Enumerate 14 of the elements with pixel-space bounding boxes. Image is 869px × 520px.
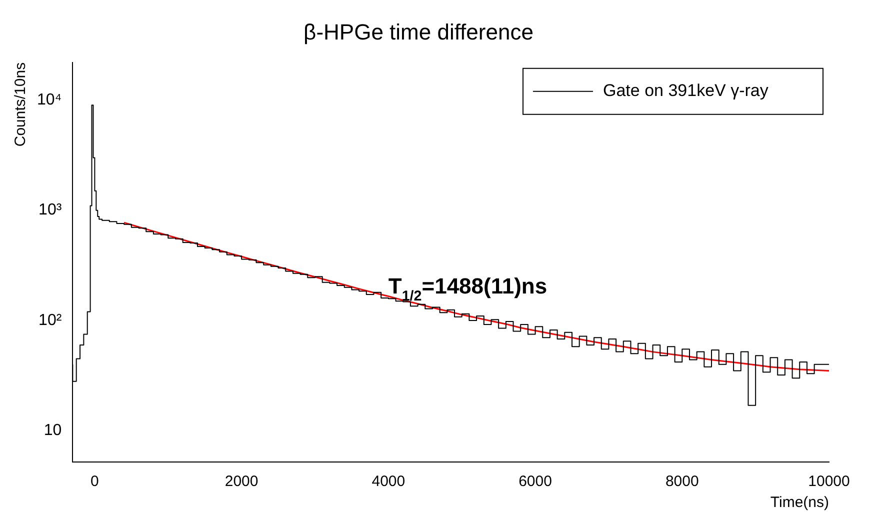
y-tick-label: 10² (38, 312, 62, 329)
chart-title: β-HPGe time difference (304, 19, 534, 44)
legend-label: Gate on 391keV γ-ray (603, 81, 769, 100)
y-tick-label: 10⁴ (37, 92, 62, 109)
x-tick-label: 2000 (224, 473, 258, 490)
x-tick-label: 0 (90, 473, 99, 490)
x-tick-label: 6000 (518, 473, 552, 490)
x-tick-label: 4000 (372, 473, 406, 490)
x-tick-label: 8000 (665, 473, 699, 490)
y-axis-title: Counts/10ns (12, 62, 30, 147)
y-tick-label: 10 (44, 422, 62, 440)
x-tick-label: 10000 (808, 473, 850, 490)
y-tick-label: 10³ (38, 202, 62, 219)
x-axis-title: Time(ns) (770, 494, 830, 512)
